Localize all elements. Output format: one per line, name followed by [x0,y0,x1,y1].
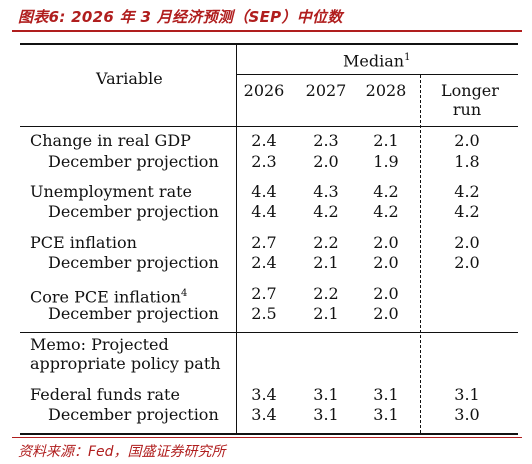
row-2-label: Unemployment rate [30,183,192,201]
row-5-label-text: December projection [48,253,219,272]
row-7-value-2027: 2.1 [313,304,339,323]
row-2-label-text: Unemployment rate [30,182,193,201]
row-0-value-longer-run: 2.0 [454,131,480,150]
row-5-label: December projection [48,254,219,272]
row-1-value-2026: 2.3 [251,152,277,171]
row-7-value-2028: 2.0 [373,304,399,323]
source-note: 资料来源：Fed，国盛证券研究所 [18,444,226,460]
header-year-2026: 2026 [243,81,285,100]
caption-divider [12,30,522,32]
row-1-value-longer-run: 1.8 [454,152,480,171]
row-0-value-2026: 2.4 [251,131,277,150]
memo-rule [20,332,518,333]
longer-run-dashed-rule [420,75,421,433]
header-variable: Variable [96,69,163,88]
row-1-value-2028: 1.9 [373,152,399,171]
row-0-label-text: Change in real GDP [30,131,191,150]
fed-row-0-value-2028: 3.1 [373,385,399,404]
row-4-value-longer-run: 2.0 [454,233,480,252]
fed-row-1-value-2027: 3.1 [313,405,339,424]
row-4-value-2026: 2.7 [251,233,277,252]
header-median: Median1 [343,49,410,70]
source-divider [12,437,522,438]
header-longer-run-1: Longer [441,81,499,100]
memo-line-2: appropriate policy path [30,354,221,373]
row-2-value-longer-run: 4.2 [454,182,480,201]
header-median-footnote: 1 [404,52,411,63]
row-1-label: December projection [48,153,219,171]
row-5-value-longer-run: 2.0 [454,253,480,272]
row-3-label-text: December projection [48,202,219,221]
row-4-value-2027: 2.2 [313,233,339,252]
fed-row-1-label: December projection [48,406,219,424]
row-5-value-2026: 2.4 [251,253,277,272]
fed-row-1-value-2026: 3.4 [251,405,277,424]
table-vertical-rule [236,43,237,433]
header-year-2027: 2027 [305,81,347,100]
fed-row-1-value-longer-run: 3.0 [454,405,480,424]
row-7-label-text: December projection [48,304,219,323]
table-header-rule [20,126,518,127]
fed-row-0-value-2026: 3.4 [251,385,277,404]
row-4-value-2028: 2.0 [373,233,399,252]
row-0-label: Change in real GDP [30,132,191,150]
row-5-value-2028: 2.0 [373,253,399,272]
fed-row-0-label: Federal funds rate [30,386,180,404]
row-1-value-2027: 2.0 [313,152,339,171]
fed-row-0-value-longer-run: 3.1 [454,385,480,404]
fed-row-1-label-text: December projection [48,405,219,424]
row-4-label-text: PCE inflation [30,233,137,252]
memo-line-1: Memo: Projected [30,335,169,354]
row-3-label: December projection [48,203,219,221]
fed-row-0-value-2027: 3.1 [313,385,339,404]
row-2-value-2027: 4.3 [313,182,339,201]
row-6-value-2027: 2.2 [313,284,339,303]
row-6-label-text: Core PCE inflation [30,287,181,307]
row-2-value-2028: 4.2 [373,182,399,201]
row-5-value-2027: 2.1 [313,253,339,272]
header-year-2028: 2028 [365,81,407,100]
row-6-footnote: 4 [180,288,188,299]
fed-row-1-value-2028: 3.1 [373,405,399,424]
row-7-value-2026: 2.5 [251,304,277,323]
figure-caption: 图表6: 2026 年 3 月经济预测（SEP）中位数 [18,8,343,26]
row-6-label: Core PCE inflation4 [30,285,187,306]
table-top-rule [20,43,518,45]
row-4-label: PCE inflation [30,234,137,252]
row-6-value-2028: 2.0 [373,284,399,303]
table-bottom-rule [20,433,518,435]
median-underline [237,74,518,75]
row-2-value-2026: 4.4 [251,182,277,201]
row-0-value-2028: 2.1 [373,131,399,150]
header-median-label: Median [343,51,405,71]
row-3-value-2027: 4.2 [313,202,339,221]
row-7-label: December projection [48,305,219,323]
header-longer-run-2: run [452,100,482,119]
row-3-value-2026: 4.4 [251,202,277,221]
row-3-value-longer-run: 4.2 [454,202,480,221]
row-6-value-2026: 2.7 [251,284,277,303]
row-1-label-text: December projection [48,152,219,171]
fed-row-0-label-text: Federal funds rate [30,385,180,404]
row-0-value-2027: 2.3 [313,131,339,150]
row-3-value-2028: 4.2 [373,202,399,221]
